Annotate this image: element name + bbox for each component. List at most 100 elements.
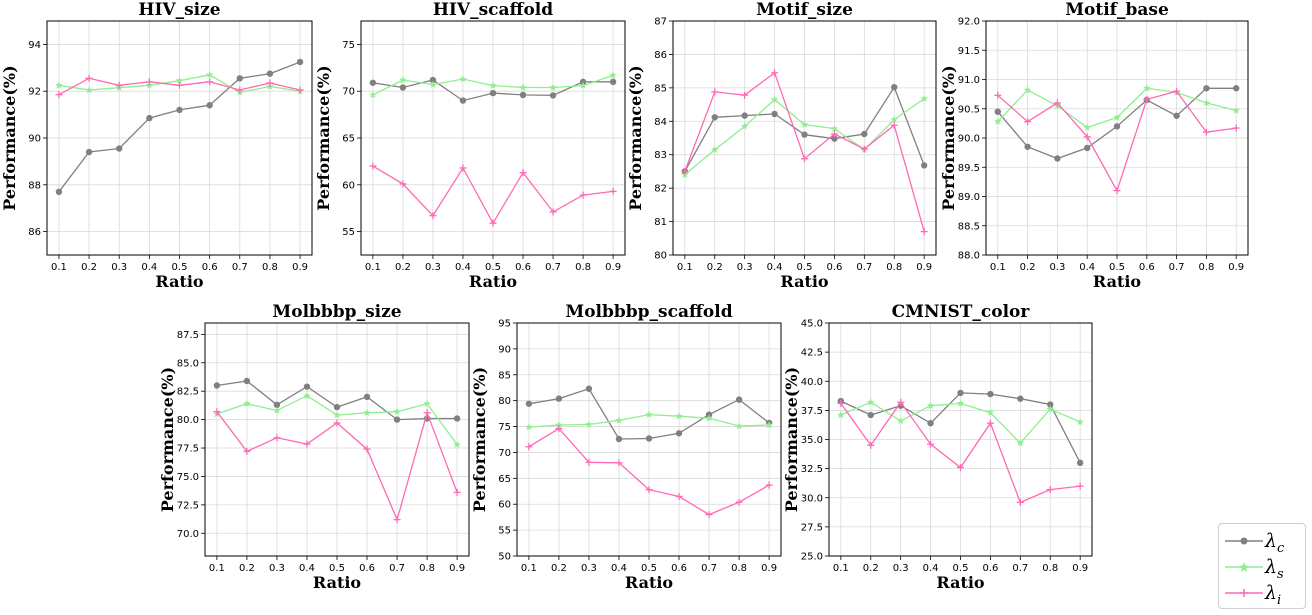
data-point-plus bbox=[236, 86, 244, 94]
data-point-circle bbox=[363, 393, 371, 401]
data-point-star bbox=[890, 115, 899, 123]
data-point-plus bbox=[1053, 99, 1061, 107]
data-point-plus bbox=[525, 443, 533, 451]
y-tick-label: 70 bbox=[498, 448, 511, 459]
data-point-circle bbox=[393, 416, 401, 423]
legend-item-lambda-s: λs bbox=[1219, 554, 1305, 582]
legend-label-c-base: λ bbox=[1265, 530, 1278, 552]
legend-marker-s bbox=[1225, 562, 1263, 572]
data-point-star bbox=[994, 117, 1002, 125]
data-point-plus bbox=[115, 81, 123, 89]
y-tick-label: 25.0 bbox=[801, 552, 823, 563]
y-tick-label: 75 bbox=[342, 40, 355, 51]
x-tick-label: 0.4 bbox=[767, 262, 783, 273]
data-point-plus bbox=[837, 399, 845, 407]
chart-3: 0.1 0.2 0.3 0.4 0.5 0.6 0.7 0.8 0.9 88.0 88.5 89.0 8… bbox=[939, 0, 1249, 291]
y-tick-label: 88 bbox=[28, 180, 41, 191]
data-point-plus bbox=[206, 78, 214, 86]
x-tick-label: 0.3 bbox=[425, 262, 441, 273]
y-tick-label: 72.5 bbox=[177, 500, 199, 511]
data-point-circle bbox=[1076, 459, 1084, 466]
data-point-star bbox=[205, 70, 214, 79]
data-point-plus bbox=[555, 425, 563, 433]
data-point-plus bbox=[55, 91, 63, 99]
chart-title: Motif_base bbox=[1065, 0, 1169, 20]
data-point-star bbox=[399, 76, 407, 84]
y-axis-label: Performance(%) bbox=[470, 367, 489, 512]
data-point-circle bbox=[615, 435, 623, 443]
x-tick-label: 0.6 bbox=[202, 262, 218, 273]
x-tick-label: 0.8 bbox=[419, 563, 435, 574]
data-point-plus bbox=[735, 498, 743, 506]
data-point-plus bbox=[765, 481, 773, 489]
x-tick-label: 0.4 bbox=[455, 262, 471, 273]
legend-label-c-sub: c bbox=[1277, 540, 1285, 556]
data-point-plus bbox=[459, 164, 467, 172]
data-point-plus bbox=[273, 434, 281, 442]
x-tick-label: 0.5 bbox=[797, 262, 813, 273]
data-point-star bbox=[645, 410, 653, 418]
y-tick-label: 75 bbox=[498, 422, 511, 433]
data-point-plus bbox=[1173, 87, 1181, 95]
x-tick-label: 0.6 bbox=[359, 563, 375, 574]
data-point-plus bbox=[890, 121, 898, 129]
data-point-star bbox=[579, 81, 587, 89]
y-tick-label: 89.0 bbox=[958, 192, 980, 203]
data-point-circle bbox=[85, 148, 93, 156]
y-axis-label: Performance(%) bbox=[158, 367, 177, 512]
x-axis-label: Ratio bbox=[780, 272, 829, 291]
data-point-star bbox=[800, 120, 809, 128]
y-tick-label: 89.5 bbox=[958, 163, 980, 174]
y-tick-label: 30.0 bbox=[801, 493, 823, 504]
data-point-star bbox=[866, 398, 875, 406]
x-axis-label: Ratio bbox=[936, 573, 985, 592]
data-point-star bbox=[423, 399, 431, 407]
legend-label-i-base: λ bbox=[1265, 582, 1278, 604]
x-tick-label: 0.7 bbox=[545, 262, 561, 273]
y-tick-label: 90.0 bbox=[958, 134, 980, 145]
data-point-circle bbox=[1113, 123, 1121, 130]
data-point-circle bbox=[459, 97, 467, 104]
y-tick-label: 80 bbox=[654, 251, 667, 262]
data-point-circle bbox=[861, 130, 868, 138]
data-point-plus bbox=[609, 187, 617, 195]
data-point-circle bbox=[266, 70, 274, 77]
data-point-star bbox=[1083, 123, 1091, 131]
data-point-circle bbox=[525, 400, 533, 407]
y-axis-label: Performance(%) bbox=[939, 65, 958, 210]
data-point-star bbox=[363, 408, 371, 416]
x-tick-label: 0.1 bbox=[521, 563, 537, 574]
y-tick-label: 70 bbox=[342, 87, 355, 98]
data-point-plus bbox=[615, 459, 623, 467]
x-tick-label: 0.3 bbox=[737, 262, 753, 273]
data-point-plus bbox=[176, 81, 183, 89]
data-point-circle bbox=[957, 389, 964, 397]
data-point-star bbox=[609, 71, 617, 79]
x-tick-label: 0.3 bbox=[893, 563, 909, 574]
data-point-circle bbox=[1173, 112, 1180, 119]
data-point-star bbox=[1046, 405, 1055, 413]
data-point-plus bbox=[429, 212, 437, 220]
data-point-circle bbox=[273, 401, 281, 409]
y-tick-label: 42.5 bbox=[801, 348, 823, 359]
x-tick-label: 0.8 bbox=[1198, 262, 1214, 273]
data-point-circle bbox=[987, 390, 994, 398]
x-tick-label: 0.9 bbox=[605, 262, 621, 273]
x-tick-label: 0.2 bbox=[551, 563, 567, 574]
legend-marker-c bbox=[1225, 537, 1263, 545]
x-axis-label: Ratio bbox=[1093, 272, 1142, 291]
y-axis-label: Performance(%) bbox=[0, 65, 19, 210]
data-point-plus bbox=[399, 180, 407, 188]
y-tick-label: 60 bbox=[498, 500, 511, 511]
x-tick-label: 0.9 bbox=[761, 563, 777, 574]
data-point-star bbox=[926, 401, 935, 409]
x-tick-label: 0.5 bbox=[329, 563, 345, 574]
data-point-star bbox=[243, 399, 251, 407]
legend-label-i-sub: i bbox=[1277, 592, 1282, 608]
data-point-circle bbox=[206, 102, 213, 109]
legend-marker-i bbox=[1225, 589, 1263, 597]
data-point-star bbox=[453, 440, 461, 448]
data-point-plus bbox=[243, 447, 251, 455]
y-tick-label: 82.5 bbox=[177, 387, 199, 398]
data-point-circle bbox=[296, 58, 304, 66]
